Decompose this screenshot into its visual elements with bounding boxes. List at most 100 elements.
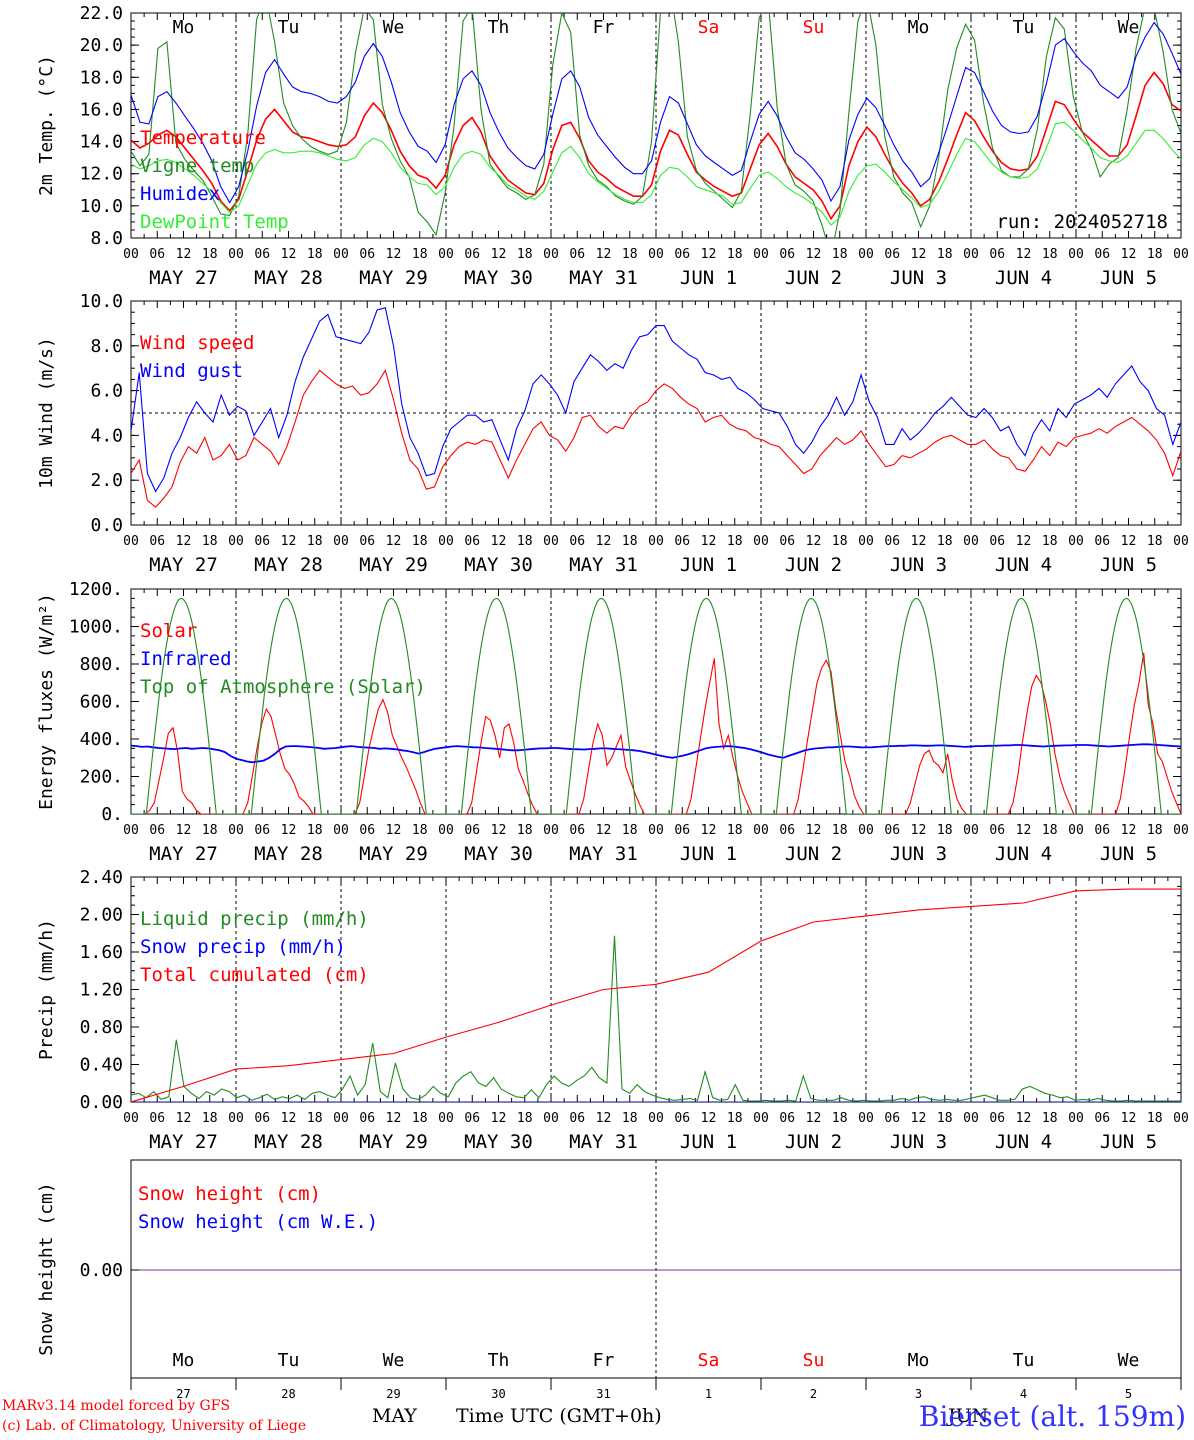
y-tick-label: 400. [80, 729, 123, 750]
hour-tick-label: 12 [806, 1111, 822, 1126]
date-label: MAY 28 [254, 1131, 323, 1153]
hour-tick-label: 06 [464, 247, 480, 262]
hour-tick-label: 18 [1042, 823, 1058, 838]
y-tick-label: 12.0 [80, 164, 123, 185]
run-label: run: 2024052718 [996, 211, 1168, 233]
y-tick-label: 0.40 [80, 1055, 123, 1076]
date-label: JUN 5 [1100, 554, 1157, 576]
day-of-week-label: Th [488, 1350, 510, 1371]
hour-tick-label: 00 [858, 823, 874, 838]
date-label: MAY 27 [149, 843, 218, 865]
hour-tick-label: 12 [386, 823, 402, 838]
date-label: MAY 30 [464, 1131, 533, 1153]
day-of-week-label: Mo [173, 1350, 195, 1371]
legend-entry: Wind gust [140, 360, 243, 382]
y-tick-label: 800. [80, 654, 123, 675]
hour-tick-label: 06 [149, 534, 165, 549]
hour-tick-label: 12 [491, 534, 507, 549]
hour-tick-label: 00 [333, 247, 349, 262]
series-group [131, 13, 1181, 238]
day-number-label: 27 [176, 1387, 190, 1401]
date-label: JUN 2 [785, 267, 842, 289]
hour-tick-label: 00 [333, 1111, 349, 1126]
day-number-label: 28 [281, 1387, 295, 1401]
plot-frame [130, 12, 1182, 239]
y-tick-label: 0.80 [80, 1017, 123, 1038]
hour-tick-label: 00 [858, 534, 874, 549]
hour-tick-label: 18 [307, 823, 323, 838]
hour-tick-label: 06 [1094, 823, 1110, 838]
hour-tick-label: 18 [832, 247, 848, 262]
hour-tick-label: 00 [753, 1111, 769, 1126]
x-axis-label: Time UTC (GMT+0h) [456, 1405, 662, 1427]
hour-tick-label: 12 [491, 823, 507, 838]
hour-tick-label: 06 [989, 534, 1005, 549]
hour-tick-label: 12 [911, 1111, 927, 1126]
hour-tick-label: 00 [1173, 534, 1189, 549]
hour-tick-label: 00 [963, 1111, 979, 1126]
hour-tick-label: 18 [937, 823, 953, 838]
series-line-1 [131, 71, 1181, 221]
hour-tick-label: 00 [1068, 823, 1084, 838]
date-label: MAY 30 [464, 267, 533, 289]
hour-tick-label: 00 [543, 1111, 559, 1126]
hour-tick-label: 06 [149, 823, 165, 838]
date-label: JUN 4 [995, 267, 1052, 289]
y-tick-label: 1200. [69, 579, 123, 600]
hour-tick-label: 06 [989, 247, 1005, 262]
hour-tick-label: 00 [753, 247, 769, 262]
hour-tick-label: 00 [1068, 534, 1084, 549]
hour-tick-label: 18 [727, 247, 743, 262]
y-tick-label: 10.0 [80, 196, 123, 217]
y-tick-label: 8.0 [90, 336, 123, 357]
hour-tick-label: 12 [1016, 823, 1032, 838]
hour-tick-label: 06 [254, 823, 270, 838]
date-label: MAY 27 [149, 267, 218, 289]
hour-tick-label: 18 [622, 823, 638, 838]
date-label: JUN 3 [890, 267, 947, 289]
hour-tick-label: 12 [491, 247, 507, 262]
hour-tick-label: 18 [412, 1111, 428, 1126]
hour-tick-label: 12 [176, 1111, 192, 1126]
hour-tick-label: 12 [806, 823, 822, 838]
hour-tick-label: 18 [727, 1111, 743, 1126]
hour-tick-label: 06 [359, 1111, 375, 1126]
hour-tick-label: 06 [884, 1111, 900, 1126]
hour-tick-label: 00 [1173, 1111, 1189, 1126]
day-of-week-label: Su [803, 1350, 825, 1371]
y-tick-label: 10.0 [80, 291, 123, 312]
y-tick-label: 18.0 [80, 67, 123, 88]
hour-tick-label: 00 [228, 823, 244, 838]
y-tick-label: 16.0 [80, 99, 123, 120]
hour-tick-label: 00 [648, 534, 664, 549]
series-line-1 [131, 369, 1181, 508]
date-label: MAY 29 [359, 843, 428, 865]
day-number-label: 31 [596, 1387, 610, 1401]
hour-tick-label: 12 [911, 534, 927, 549]
y-tick-label: 2.00 [80, 905, 123, 926]
hour-tick-label: 06 [884, 823, 900, 838]
date-label: JUN 5 [1100, 267, 1157, 289]
hour-tick-label: 06 [1094, 247, 1110, 262]
day-number-label: 29 [386, 1387, 400, 1401]
y-tick-label: 6.0 [90, 381, 123, 402]
hour-tick-label: 00 [123, 1111, 139, 1126]
day-of-week-label: Tu [1013, 17, 1035, 38]
series-line-2 [131, 743, 1181, 764]
day-of-week-label: Fr [593, 1350, 615, 1371]
hour-tick-label: 12 [911, 823, 927, 838]
date-label: JUN 1 [680, 554, 737, 576]
hour-tick-label: 00 [963, 823, 979, 838]
date-label: JUN 2 [785, 554, 842, 576]
hour-tick-label: 00 [228, 1111, 244, 1126]
series-line-2 [131, 13, 1181, 238]
hour-tick-label: 18 [832, 823, 848, 838]
hour-tick-label: 00 [1173, 823, 1189, 838]
hour-tick-label: 18 [307, 247, 323, 262]
hour-tick-label: 06 [464, 534, 480, 549]
legend-entry: Snow precip (mm/h) [140, 936, 346, 958]
hour-tick-label: 18 [1147, 823, 1163, 838]
hour-tick-label: 00 [648, 247, 664, 262]
hour-tick-label: 18 [727, 823, 743, 838]
hour-tick-label: 06 [149, 1111, 165, 1126]
